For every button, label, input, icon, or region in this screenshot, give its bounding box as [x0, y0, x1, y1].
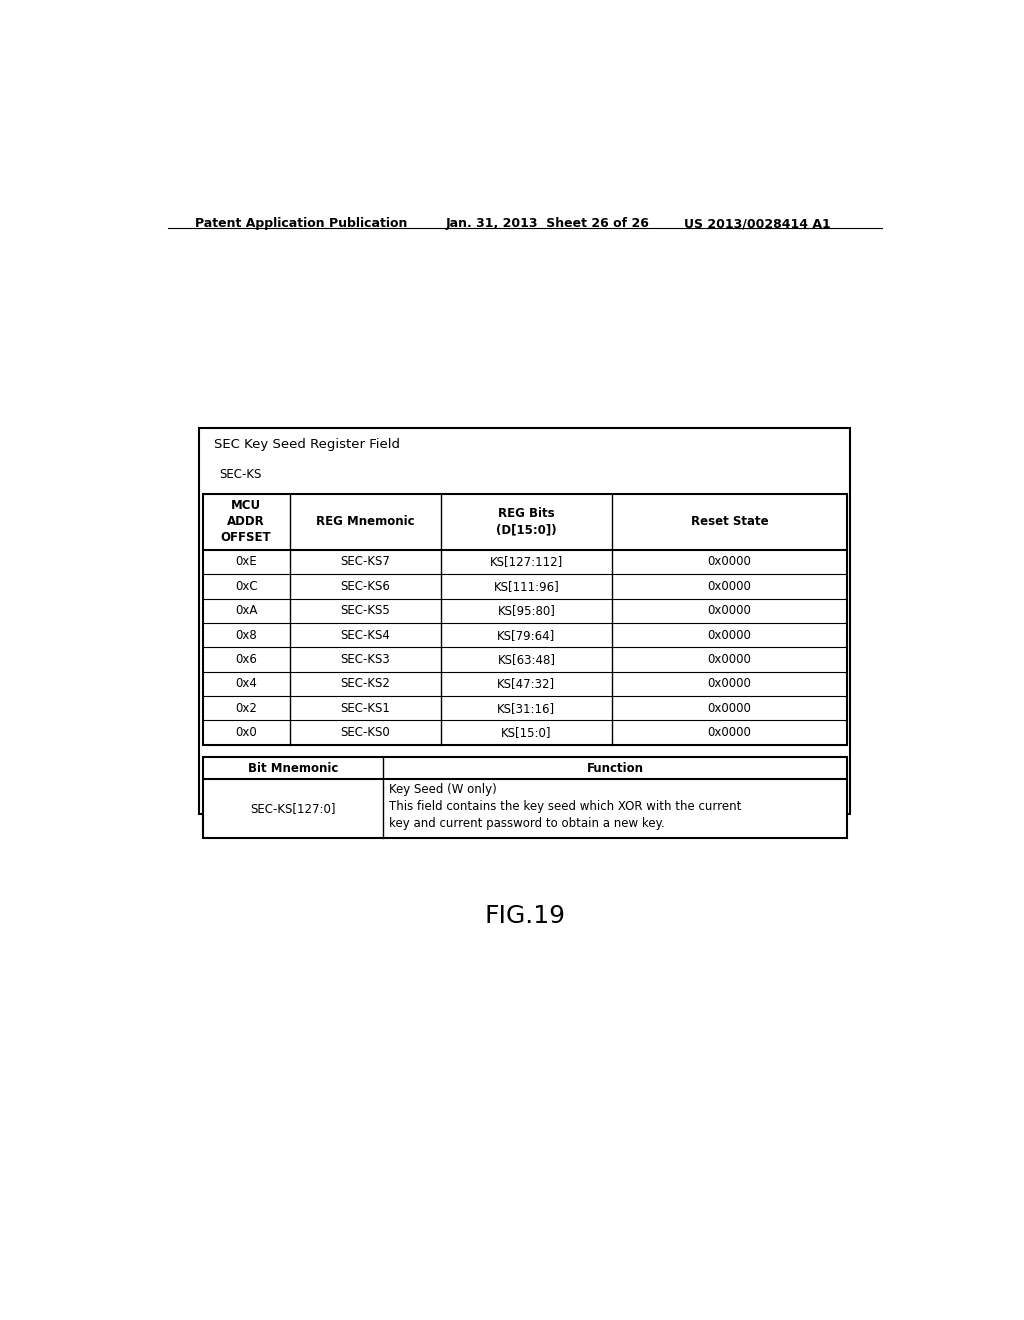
Text: 0x0: 0x0: [236, 726, 257, 739]
Text: FIG.19: FIG.19: [484, 904, 565, 928]
Text: KS[31:16]: KS[31:16]: [498, 702, 555, 714]
Text: REG Mnemonic: REG Mnemonic: [316, 515, 415, 528]
Text: SEC-KS5: SEC-KS5: [340, 605, 390, 618]
Text: SEC-KS0: SEC-KS0: [340, 726, 390, 739]
Text: 0x2: 0x2: [236, 702, 257, 714]
Text: 0x6: 0x6: [236, 653, 257, 667]
Text: SEC-KS3: SEC-KS3: [340, 653, 390, 667]
Text: Key Seed (W only)
This field contains the key seed which XOR with the current
ke: Key Seed (W only) This field contains th…: [389, 784, 741, 830]
Text: 0x0000: 0x0000: [708, 726, 752, 739]
Bar: [203, 758, 847, 838]
Text: 0xE: 0xE: [236, 556, 257, 569]
Text: 0x0000: 0x0000: [708, 628, 752, 642]
Text: SEC-KS[127:0]: SEC-KS[127:0]: [250, 803, 336, 816]
Text: KS[127:112]: KS[127:112]: [489, 556, 563, 569]
Text: 0x8: 0x8: [236, 628, 257, 642]
Text: 0x0000: 0x0000: [708, 702, 752, 714]
Text: 0x0000: 0x0000: [708, 579, 752, 593]
Text: SEC-KS1: SEC-KS1: [340, 702, 390, 714]
Text: SEC-KS6: SEC-KS6: [340, 579, 390, 593]
Text: KS[47:32]: KS[47:32]: [498, 677, 555, 690]
Text: KS[15:0]: KS[15:0]: [501, 726, 552, 739]
Text: Patent Application Publication: Patent Application Publication: [196, 218, 408, 231]
Bar: [203, 494, 847, 744]
Text: Function: Function: [587, 762, 643, 775]
Text: SEC-KS2: SEC-KS2: [340, 677, 390, 690]
Text: Reset State: Reset State: [690, 515, 768, 528]
Text: SEC-KS4: SEC-KS4: [340, 628, 390, 642]
Text: MCU
ADDR
OFFSET: MCU ADDR OFFSET: [221, 499, 271, 544]
Text: Bit Mnemonic: Bit Mnemonic: [248, 762, 338, 775]
Bar: [200, 428, 850, 814]
Text: 0xC: 0xC: [234, 579, 257, 593]
Text: Jan. 31, 2013  Sheet 26 of 26: Jan. 31, 2013 Sheet 26 of 26: [445, 218, 649, 231]
Text: 0x0000: 0x0000: [708, 677, 752, 690]
Text: REG Bits
(D[15:0]): REG Bits (D[15:0]): [496, 507, 557, 536]
Text: SEC Key Seed Register Field: SEC Key Seed Register Field: [214, 438, 399, 451]
Text: KS[95:80]: KS[95:80]: [498, 605, 555, 618]
Text: KS[79:64]: KS[79:64]: [498, 628, 556, 642]
Text: 0x4: 0x4: [236, 677, 257, 690]
Text: US 2013/0028414 A1: US 2013/0028414 A1: [684, 218, 830, 231]
Text: SEC-KS: SEC-KS: [219, 469, 262, 482]
Text: 0xA: 0xA: [234, 605, 257, 618]
Text: KS[63:48]: KS[63:48]: [498, 653, 555, 667]
Text: 0x0000: 0x0000: [708, 605, 752, 618]
Text: 0x0000: 0x0000: [708, 653, 752, 667]
Text: SEC-KS7: SEC-KS7: [340, 556, 390, 569]
Text: 0x0000: 0x0000: [708, 556, 752, 569]
Text: KS[111:96]: KS[111:96]: [494, 579, 559, 593]
